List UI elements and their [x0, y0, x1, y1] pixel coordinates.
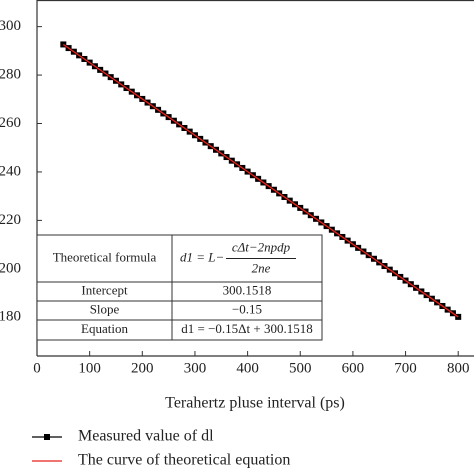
y-tick-label: 200: [0, 260, 21, 276]
y-tick-label: 300: [0, 18, 21, 34]
legend-marker: [44, 434, 50, 440]
table-cell: d1 = −0.15Δt + 300.1518: [181, 321, 312, 336]
table-cell: Slope: [90, 301, 120, 316]
table-cell: −0.15: [232, 301, 262, 316]
formula-lhs: d1 = L−: [180, 249, 224, 264]
y-tick-label: 280: [0, 67, 21, 83]
table-cell: Intercept: [81, 282, 128, 297]
y-tick-label: 220: [0, 212, 21, 228]
series: [62, 43, 459, 318]
x-tick-label: 200: [131, 360, 154, 376]
legend-label: Measured value of dl: [78, 428, 214, 445]
legend-label: The curve of theoretical equation: [78, 452, 290, 469]
table-cell: Equation: [81, 321, 128, 336]
x-tick-label: 800: [447, 360, 470, 376]
x-tick-label: 100: [78, 360, 101, 376]
table-cell: 300.1518: [223, 282, 272, 297]
x-tick-label: 600: [342, 360, 365, 376]
y-tick-label: 180: [0, 309, 21, 325]
x-tick-label: 400: [236, 360, 259, 376]
series-line: [62, 43, 459, 318]
x-tick-label: 0: [33, 360, 41, 376]
x-axis-label: Terahertz pluse interval (ps): [165, 395, 345, 412]
formula-table: Theoretical formula d1 = L− cΔt−2npdp 2ne In…: [36, 234, 323, 341]
x-tick-label: 700: [394, 360, 417, 376]
table-cell: Theoretical formula: [53, 249, 157, 264]
formula-numerator: cΔt−2npdp: [232, 239, 291, 254]
y-tick-label: 240: [0, 163, 21, 179]
x-tick-label: 500: [289, 360, 312, 376]
y-tick-label: 260: [0, 115, 21, 131]
formula-denominator: 2ne: [252, 260, 271, 275]
table-bg: [36, 234, 323, 341]
x-tick-label: 300: [184, 360, 207, 376]
